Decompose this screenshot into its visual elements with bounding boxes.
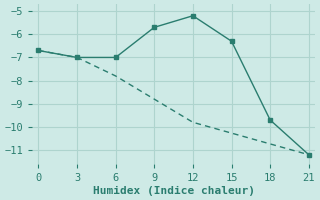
X-axis label: Humidex (Indice chaleur): Humidex (Indice chaleur) [92, 186, 255, 196]
